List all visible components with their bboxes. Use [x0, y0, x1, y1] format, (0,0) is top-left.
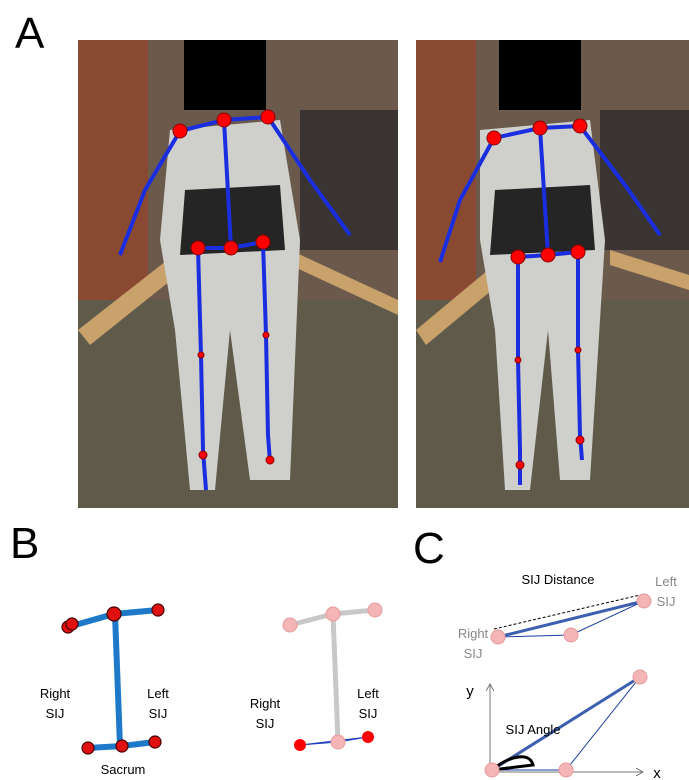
- annotation: Right SIJ: [40, 684, 70, 724]
- annotation: Right SIJ: [458, 624, 488, 664]
- annotation: Left SIJ: [655, 572, 677, 612]
- panel-label: B: [10, 522, 39, 566]
- figure: A B C Right SIJ Left SIJ Sacrum Right SI…: [0, 0, 689, 780]
- figure-graphics: [0, 0, 689, 780]
- annotation: Right SIJ: [250, 694, 280, 734]
- panel-label: A: [15, 12, 44, 56]
- annotation: Left SIJ: [357, 684, 379, 724]
- distance-diagram: [491, 594, 651, 644]
- photo-left: [78, 40, 398, 508]
- skeleton-b-right: [283, 603, 382, 751]
- panel-label: C: [413, 527, 445, 571]
- annotation: SIJ Angle: [506, 720, 561, 740]
- axis-label: y: [466, 680, 474, 703]
- photo-right: [416, 40, 689, 508]
- annotation: Sacrum: [101, 760, 146, 780]
- annotation: Left SIJ: [147, 684, 169, 724]
- skeleton-b-left: [62, 604, 164, 754]
- axis-label: x: [653, 762, 661, 780]
- annotation: SIJ Distance: [522, 570, 595, 590]
